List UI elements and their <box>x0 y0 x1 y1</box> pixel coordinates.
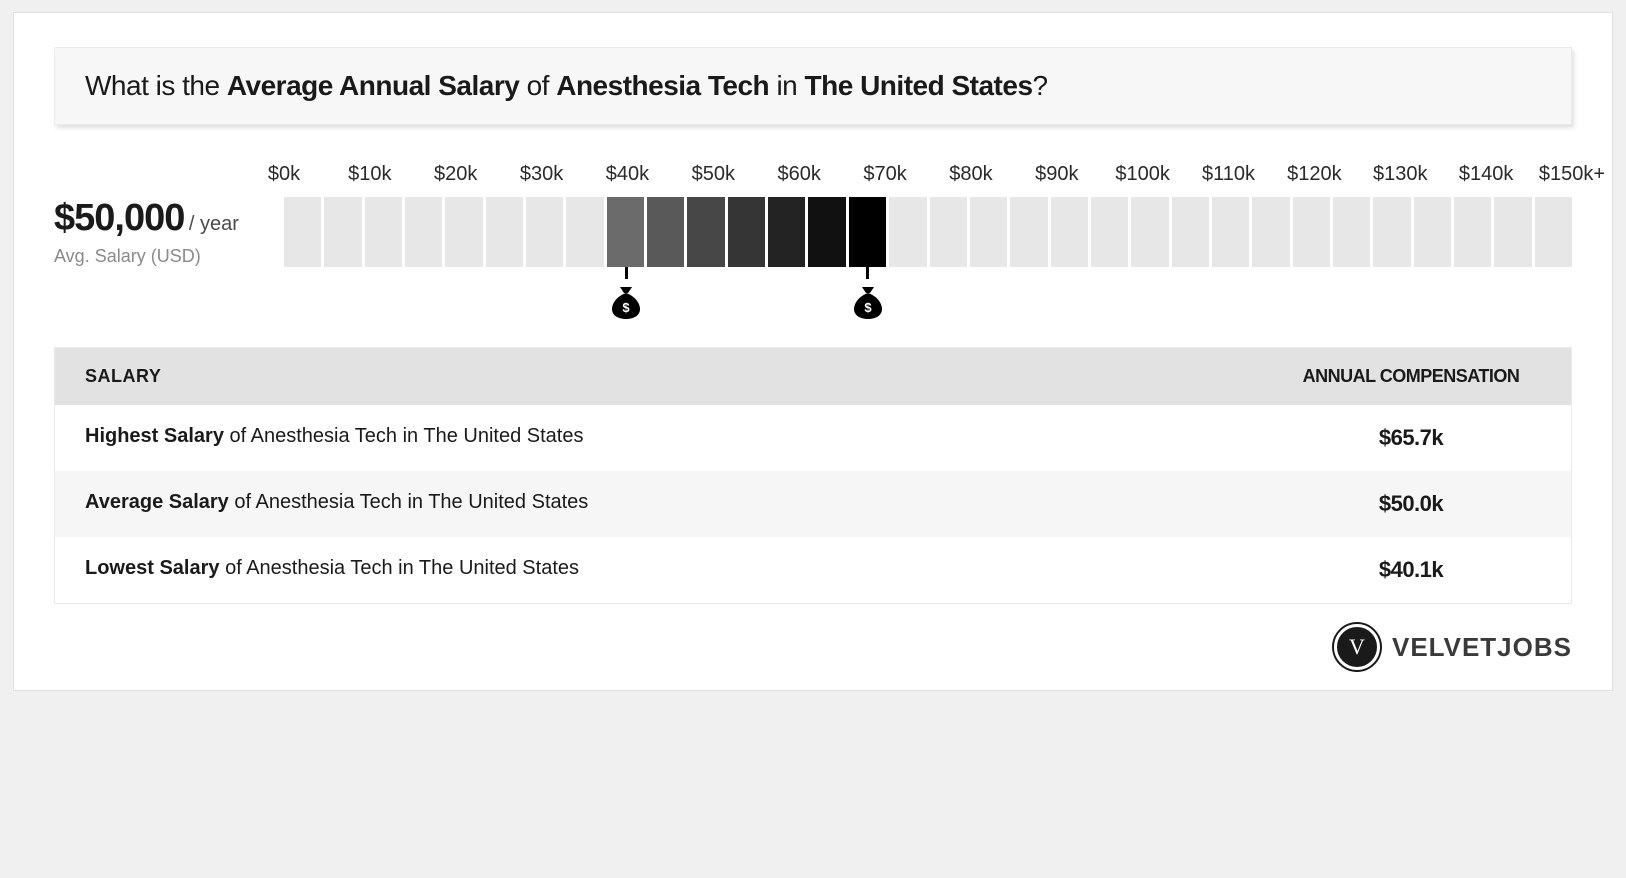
chart-bars <box>284 197 1572 267</box>
chart-bar <box>1293 197 1330 267</box>
axis-tick: $10k <box>348 163 391 186</box>
chart-bar <box>728 197 765 267</box>
axis-tick: $30k <box>520 163 563 186</box>
chart-ticks: $0k$10k$20k$30k$40k$50k$60k$70k$80k$90k$… <box>284 163 1572 191</box>
chart-bar <box>768 197 805 267</box>
table-cell-label: Average Salary of Anesthesia Tech in The… <box>85 491 1281 517</box>
title-mid1: of <box>519 70 556 101</box>
title-bar: What is the Average Annual Salary of Ane… <box>54 47 1572 125</box>
chart-bar <box>1010 197 1047 267</box>
salary-table: SALARY ANNUAL COMPENSATION Highest Salar… <box>54 347 1572 604</box>
money-bag-icon: $ <box>848 281 888 321</box>
chart-markers: $$ <box>284 267 1572 327</box>
chart-bar <box>445 197 482 267</box>
axis-tick: $90k <box>1035 163 1078 186</box>
table-cell-value: $50.0k <box>1281 491 1541 517</box>
chart-bar <box>1494 197 1531 267</box>
chart-bar <box>930 197 967 267</box>
chart-bar <box>1373 197 1410 267</box>
table-row: Average Salary of Anesthesia Tech in The… <box>55 471 1571 537</box>
axis-tick: $60k <box>778 163 821 186</box>
footer: V VELVETJOBS <box>54 624 1572 670</box>
chart-bar <box>808 197 845 267</box>
table-cell-value: $65.7k <box>1281 425 1541 451</box>
table-header: SALARY ANNUAL COMPENSATION <box>55 348 1571 405</box>
chart-summary: $50,000 / year Avg. Salary (USD) <box>54 163 284 267</box>
axis-tick: $0k <box>268 163 300 186</box>
title-mid2: in <box>769 70 804 101</box>
table-cell-label: Lowest Salary of Anesthesia Tech in The … <box>85 557 1281 583</box>
chart-bar <box>1212 197 1249 267</box>
axis-tick: $70k <box>863 163 906 186</box>
chart-bar <box>970 197 1007 267</box>
chart-bar <box>284 197 321 267</box>
high-marker: $ <box>848 267 888 321</box>
chart-bar <box>687 197 724 267</box>
axis-tick: $140k <box>1459 163 1514 186</box>
marker-line <box>625 267 628 279</box>
chart-bar <box>1252 197 1289 267</box>
table-cell-value: $40.1k <box>1281 557 1541 583</box>
title-bold2: Anesthesia Tech <box>556 70 769 101</box>
table-header-salary: SALARY <box>85 366 1281 387</box>
svg-text:$: $ <box>623 300 631 315</box>
chart-bar <box>324 197 361 267</box>
chart-bar <box>1172 197 1209 267</box>
chart-bar <box>526 197 563 267</box>
chart-bar <box>566 197 603 267</box>
card: What is the Average Annual Salary of Ane… <box>13 12 1613 691</box>
chart-bar <box>889 197 926 267</box>
summary-amount: $50,000 <box>54 197 184 239</box>
chart-bar <box>1091 197 1128 267</box>
title-suffix: ? <box>1033 70 1048 101</box>
chart-bar <box>1333 197 1370 267</box>
chart-bar <box>1535 197 1572 267</box>
logo-icon: V <box>1334 624 1380 670</box>
axis-tick: $40k <box>606 163 649 186</box>
chart-bar <box>1454 197 1491 267</box>
money-bag-icon: $ <box>606 281 646 321</box>
axis-tick: $80k <box>949 163 992 186</box>
chart-bar <box>486 197 523 267</box>
chart-bar <box>647 197 684 267</box>
chart-row: $50,000 / year Avg. Salary (USD) $0k $10k… <box>54 163 1572 327</box>
table-cell-label: Highest Salary of Anesthesia Tech in The… <box>85 425 1281 451</box>
title-prefix: What is the <box>85 70 227 101</box>
axis-tick: $120k <box>1287 163 1342 186</box>
chart-bar <box>1414 197 1451 267</box>
marker-line <box>866 267 869 279</box>
title-bold1: Average Annual Salary <box>227 70 519 101</box>
axis-tick: $20k <box>434 163 477 186</box>
logo-text: VELVETJOBS <box>1392 632 1572 663</box>
axis-tick: $100k <box>1115 163 1170 186</box>
title-bold3: The United States <box>805 70 1033 101</box>
chart-bar <box>1131 197 1168 267</box>
low-marker: $ <box>606 267 646 321</box>
axis-tick: $150k+ <box>1539 163 1605 186</box>
chart-bar <box>365 197 402 267</box>
axis-tick: $50k <box>692 163 735 186</box>
axis-tick: $130k <box>1373 163 1428 186</box>
summary-per: / year <box>189 213 239 235</box>
chart-bar <box>405 197 442 267</box>
svg-text:$: $ <box>864 300 872 315</box>
axis-tick: $110k <box>1202 163 1255 186</box>
chart-bar <box>849 197 886 267</box>
table-row: Highest Salary of Anesthesia Tech in The… <box>55 405 1571 471</box>
chart-area: $0k$10k$20k$30k$40k$50k$60k$70k$80k$90k$… <box>284 163 1572 327</box>
chart-bar <box>607 197 644 267</box>
table-row: Lowest Salary of Anesthesia Tech in The … <box>55 537 1571 603</box>
chart-bar <box>1051 197 1088 267</box>
summary-label: Avg. Salary (USD) <box>54 246 284 267</box>
table-header-comp: ANNUAL COMPENSATION <box>1281 366 1541 387</box>
